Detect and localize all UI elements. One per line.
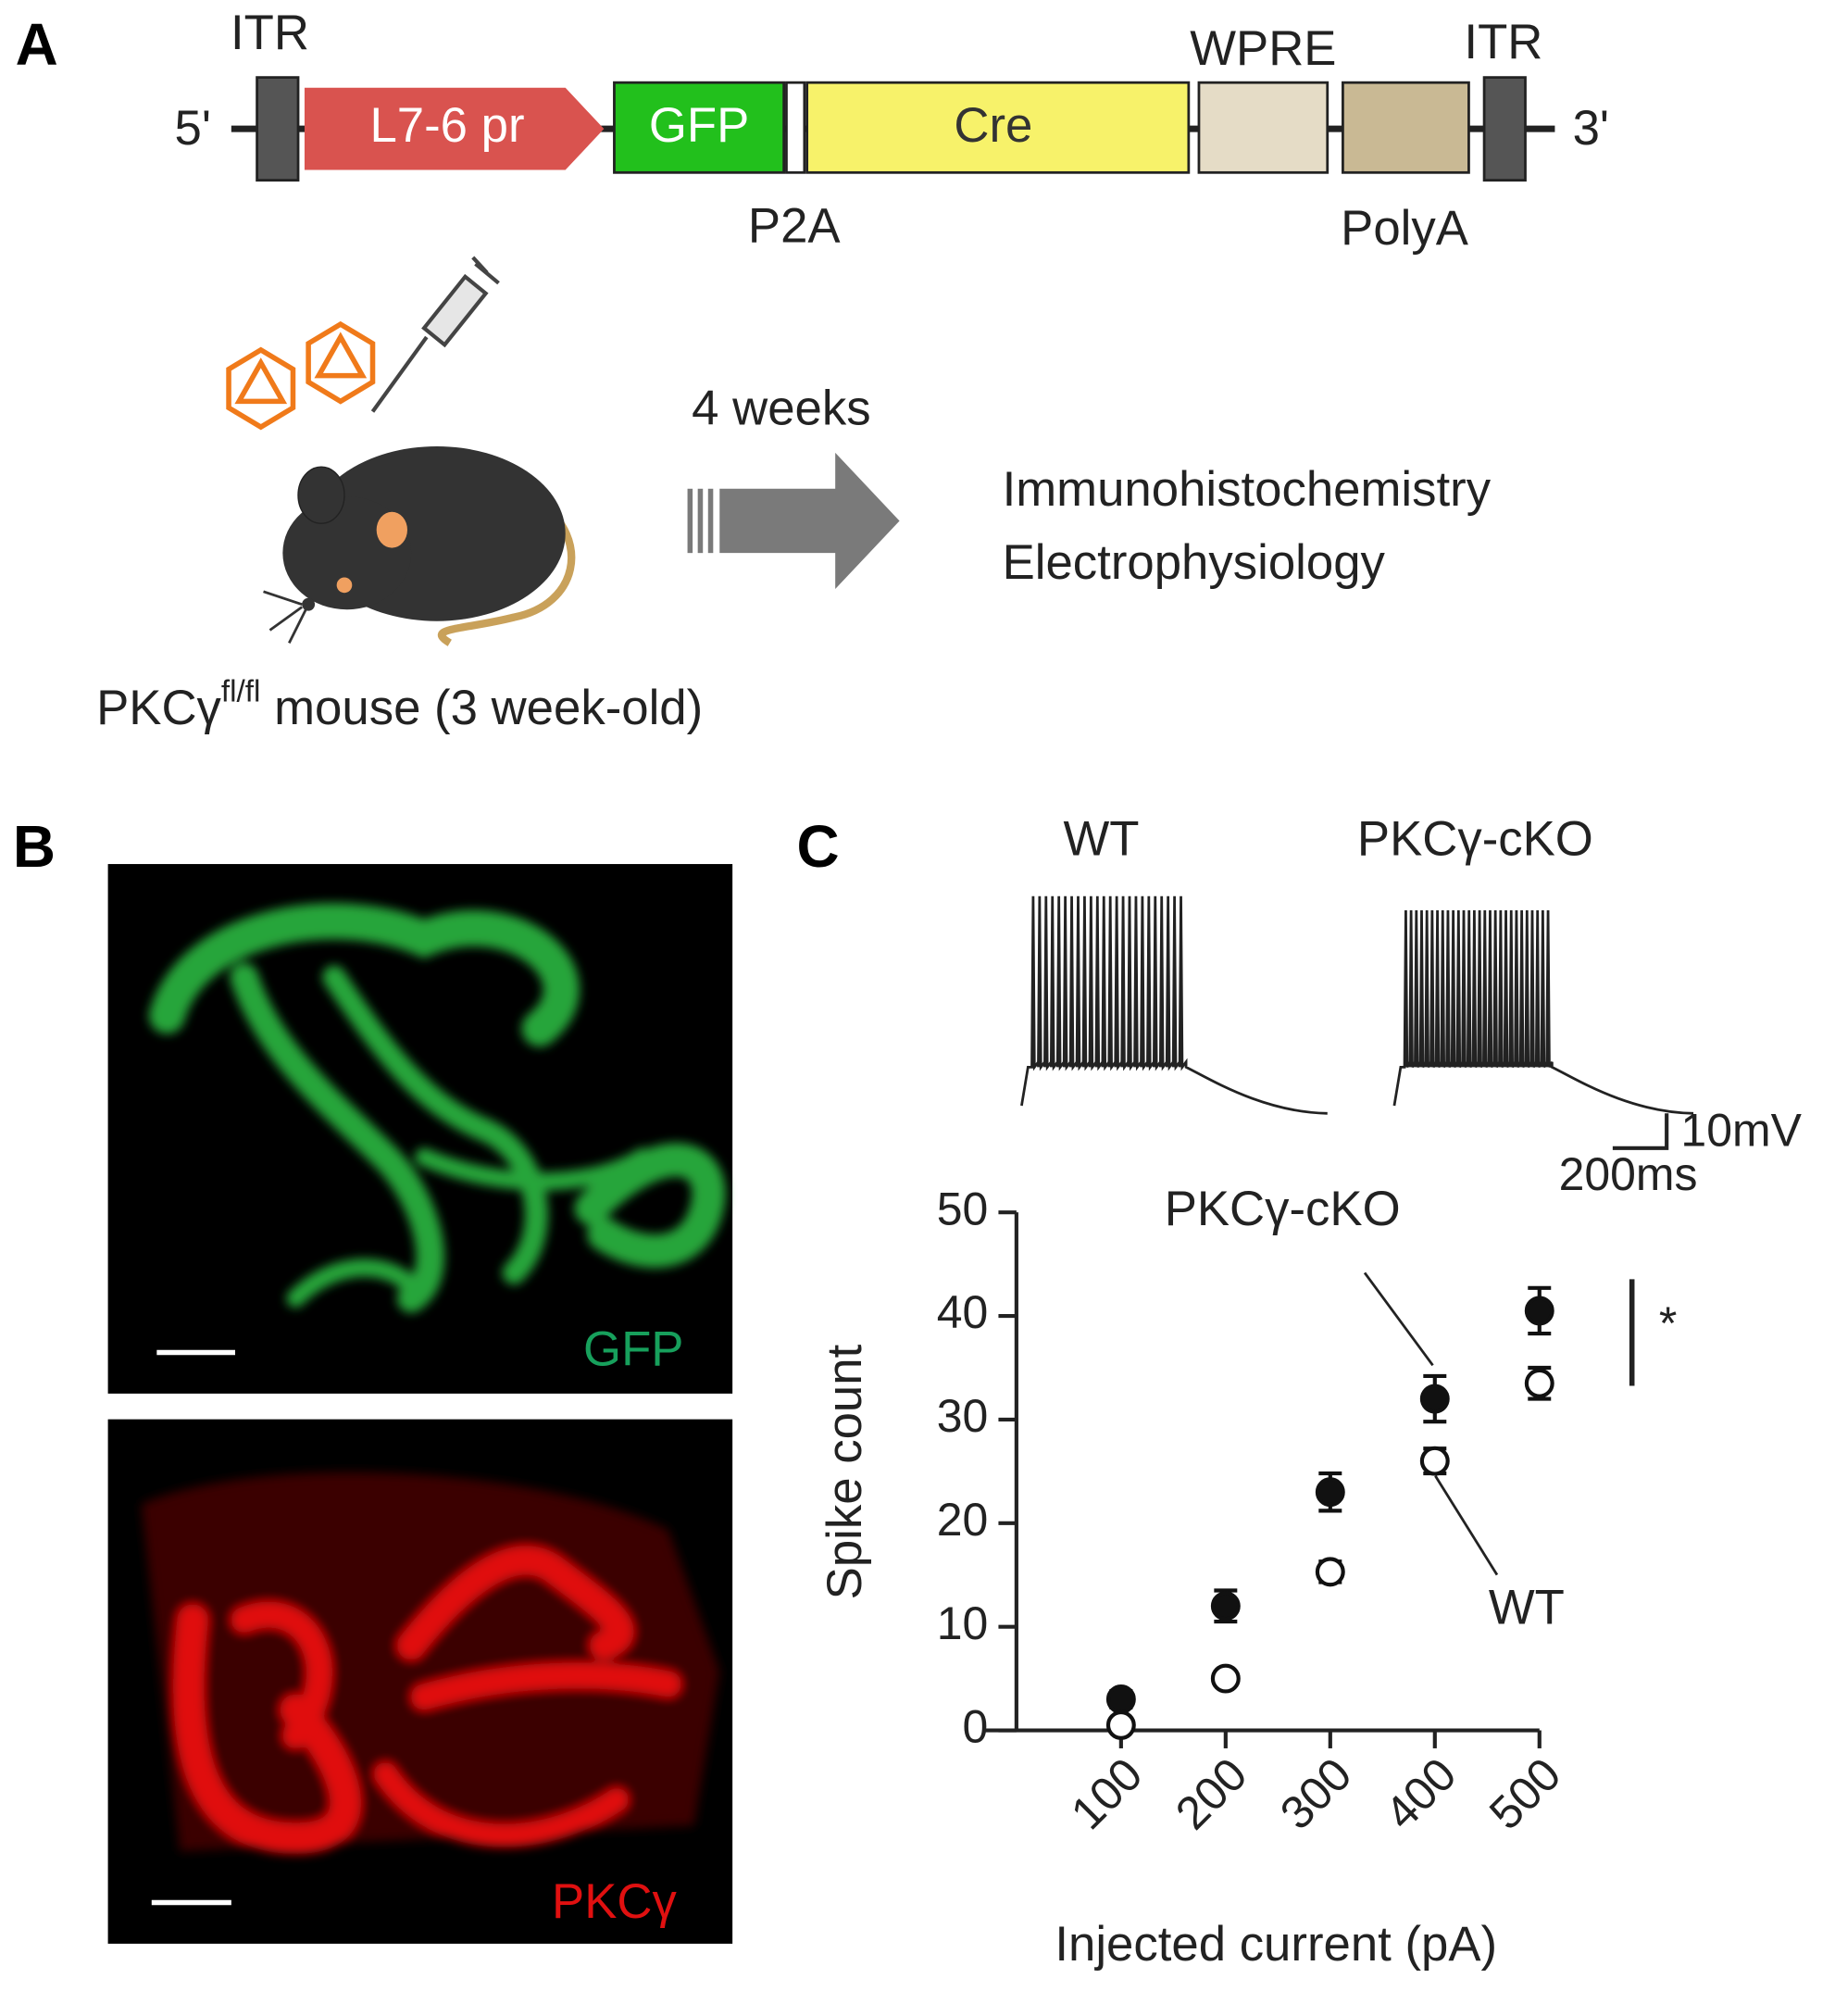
data-point xyxy=(1210,1591,1241,1622)
caption-superscript: fl/fl xyxy=(221,674,261,708)
panel-label: C xyxy=(797,813,840,880)
x-tick-label: 400 xyxy=(1375,1748,1467,1840)
cre-box xyxy=(805,81,1191,174)
voltage-traces xyxy=(1020,895,1694,1115)
readout: Immunohistochemistry xyxy=(1003,462,1492,517)
series-label: PKCγ-cKO xyxy=(1165,1182,1401,1236)
p2a-box xyxy=(785,81,806,174)
data-point xyxy=(1419,1384,1450,1414)
y-tick-label: 30 xyxy=(937,1390,989,1442)
leader-line xyxy=(1434,1474,1499,1576)
caption-prefix: PKCγ xyxy=(96,681,221,735)
scale-label: 10mV xyxy=(1680,1105,1802,1157)
end-label: 3' xyxy=(1573,101,1609,156)
itr-box xyxy=(1482,76,1527,182)
y-axis-label: Spike count xyxy=(818,1344,872,1599)
trace-label: WT xyxy=(1063,811,1139,866)
mouse-illustration xyxy=(263,445,576,646)
element-label: ITR xyxy=(231,6,309,60)
scatter-plot: 0 10 20 30 40 50 100 200 300 400 500 xyxy=(937,1183,1571,1839)
x-tick-label: 100 xyxy=(1061,1748,1153,1840)
data-point xyxy=(1210,1663,1241,1694)
virus-icons xyxy=(226,320,376,431)
element-label: P2A xyxy=(748,198,842,253)
wpre-box xyxy=(1197,81,1329,174)
channel-label: GFP xyxy=(583,1321,683,1376)
scale-label: 200ms xyxy=(1559,1148,1698,1200)
element-label: ITR xyxy=(1464,15,1542,69)
x-tick-label: 500 xyxy=(1479,1748,1571,1840)
y-tick-label: 50 xyxy=(937,1183,989,1234)
y-tick-label: 0 xyxy=(963,1701,989,1753)
element-label: WPRE xyxy=(1190,21,1336,76)
data-point xyxy=(1419,1446,1450,1476)
data-point xyxy=(1105,1709,1136,1740)
data-point xyxy=(1524,1296,1554,1326)
y-tick-label: 10 xyxy=(937,1597,989,1649)
end-label: 5' xyxy=(174,101,210,156)
mouse-caption: PKCγfl/fl mouse (3 week-old) xyxy=(96,674,703,735)
scale-bar xyxy=(1612,1113,1669,1150)
gfp-box xyxy=(613,81,786,174)
panel-label: A xyxy=(16,11,58,78)
box-label: Cre xyxy=(954,98,1032,153)
series-label: WT xyxy=(1489,1580,1565,1634)
data-point xyxy=(1315,1477,1345,1508)
gfp-tissue xyxy=(149,903,726,1313)
element-label: PolyA xyxy=(1341,201,1469,256)
syringe xyxy=(370,256,500,413)
caption-suffix: mouse (3 week-old) xyxy=(260,681,703,735)
y-tick-label: 40 xyxy=(937,1286,989,1338)
timeline-label: 4 weeks xyxy=(692,381,870,435)
itr-box xyxy=(256,76,300,182)
trace-label: PKCγ-cKO xyxy=(1357,811,1593,866)
pkc-tissue xyxy=(141,1471,720,1854)
y-tick-label: 20 xyxy=(937,1494,989,1546)
timeline-arrow xyxy=(687,452,900,590)
channel-label: PKCγ xyxy=(552,1874,677,1929)
promoter-arrow xyxy=(304,87,605,170)
x-axis-label: Injected current (pA) xyxy=(1055,1917,1497,1972)
x-tick-label: 200 xyxy=(1166,1748,1257,1840)
box-label: L7-6 pr xyxy=(369,98,524,153)
voltage-trace xyxy=(1392,910,1694,1115)
polya-box xyxy=(1342,81,1470,174)
data-point xyxy=(1524,1368,1554,1398)
data-point xyxy=(1105,1684,1136,1714)
leader-line xyxy=(1363,1271,1434,1367)
significance-label: * xyxy=(1659,1297,1677,1349)
readout: Electrophysiology xyxy=(1003,535,1386,590)
voltage-trace xyxy=(1020,895,1328,1115)
data-point xyxy=(1315,1557,1345,1587)
x-tick-label: 300 xyxy=(1270,1748,1362,1840)
panel-label: B xyxy=(13,813,56,880)
box-label: GFP xyxy=(649,98,749,153)
